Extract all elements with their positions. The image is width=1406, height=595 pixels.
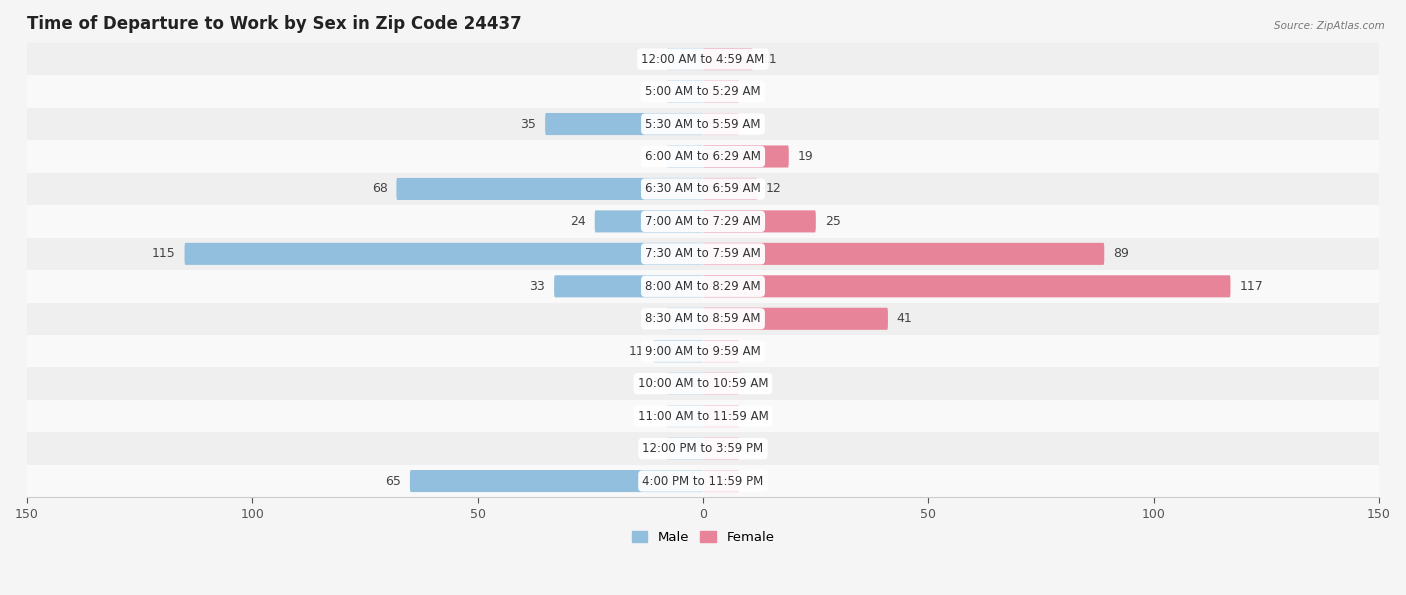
FancyBboxPatch shape xyxy=(703,340,740,362)
FancyBboxPatch shape xyxy=(666,48,703,70)
Text: 19: 19 xyxy=(797,150,814,163)
Text: 5:00 AM to 5:29 AM: 5:00 AM to 5:29 AM xyxy=(645,85,761,98)
FancyBboxPatch shape xyxy=(666,437,703,460)
Text: 8:30 AM to 8:59 AM: 8:30 AM to 8:59 AM xyxy=(645,312,761,325)
FancyBboxPatch shape xyxy=(666,80,703,102)
FancyBboxPatch shape xyxy=(703,48,752,70)
FancyBboxPatch shape xyxy=(703,113,740,135)
FancyBboxPatch shape xyxy=(666,405,703,427)
Text: 25: 25 xyxy=(825,215,841,228)
Text: 35: 35 xyxy=(520,118,536,130)
Text: Source: ZipAtlas.com: Source: ZipAtlas.com xyxy=(1274,21,1385,31)
FancyBboxPatch shape xyxy=(27,76,1379,108)
Text: 10:00 AM to 10:59 AM: 10:00 AM to 10:59 AM xyxy=(638,377,768,390)
FancyBboxPatch shape xyxy=(546,113,703,135)
Text: 6:00 AM to 6:29 AM: 6:00 AM to 6:29 AM xyxy=(645,150,761,163)
FancyBboxPatch shape xyxy=(703,145,789,168)
Text: 117: 117 xyxy=(1239,280,1263,293)
FancyBboxPatch shape xyxy=(666,308,703,330)
Text: 41: 41 xyxy=(897,312,912,325)
FancyBboxPatch shape xyxy=(411,470,703,492)
Text: 9:00 AM to 9:59 AM: 9:00 AM to 9:59 AM xyxy=(645,345,761,358)
FancyBboxPatch shape xyxy=(703,243,1104,265)
Text: Time of Departure to Work by Sex in Zip Code 24437: Time of Departure to Work by Sex in Zip … xyxy=(27,15,522,33)
FancyBboxPatch shape xyxy=(27,140,1379,173)
Text: 0: 0 xyxy=(650,409,658,422)
Text: 0: 0 xyxy=(748,377,756,390)
FancyBboxPatch shape xyxy=(595,211,703,233)
FancyBboxPatch shape xyxy=(27,335,1379,368)
Text: 11:00 AM to 11:59 AM: 11:00 AM to 11:59 AM xyxy=(638,409,768,422)
Text: 33: 33 xyxy=(530,280,546,293)
FancyBboxPatch shape xyxy=(703,275,1230,298)
Text: 12:00 AM to 4:59 AM: 12:00 AM to 4:59 AM xyxy=(641,52,765,65)
Text: 11: 11 xyxy=(628,345,644,358)
FancyBboxPatch shape xyxy=(703,211,815,233)
Text: 24: 24 xyxy=(569,215,586,228)
Text: 0: 0 xyxy=(748,475,756,487)
Text: 8:00 AM to 8:29 AM: 8:00 AM to 8:29 AM xyxy=(645,280,761,293)
FancyBboxPatch shape xyxy=(27,302,1379,335)
Text: 0: 0 xyxy=(748,345,756,358)
Text: 4:00 PM to 11:59 PM: 4:00 PM to 11:59 PM xyxy=(643,475,763,487)
Text: 12:00 PM to 3:59 PM: 12:00 PM to 3:59 PM xyxy=(643,442,763,455)
FancyBboxPatch shape xyxy=(27,43,1379,76)
FancyBboxPatch shape xyxy=(27,270,1379,302)
FancyBboxPatch shape xyxy=(703,308,889,330)
FancyBboxPatch shape xyxy=(27,237,1379,270)
Text: 0: 0 xyxy=(650,377,658,390)
FancyBboxPatch shape xyxy=(27,173,1379,205)
Legend: Male, Female: Male, Female xyxy=(626,526,780,550)
FancyBboxPatch shape xyxy=(27,108,1379,140)
Text: 68: 68 xyxy=(371,183,388,195)
Text: 0: 0 xyxy=(650,85,658,98)
FancyBboxPatch shape xyxy=(703,437,740,460)
Text: 0: 0 xyxy=(748,409,756,422)
Text: 0: 0 xyxy=(650,312,658,325)
Text: 7:00 AM to 7:29 AM: 7:00 AM to 7:29 AM xyxy=(645,215,761,228)
FancyBboxPatch shape xyxy=(184,243,703,265)
FancyBboxPatch shape xyxy=(396,178,703,200)
Text: 6:30 AM to 6:59 AM: 6:30 AM to 6:59 AM xyxy=(645,183,761,195)
FancyBboxPatch shape xyxy=(27,368,1379,400)
Text: 0: 0 xyxy=(748,85,756,98)
Text: 0: 0 xyxy=(650,150,658,163)
FancyBboxPatch shape xyxy=(703,80,740,102)
FancyBboxPatch shape xyxy=(554,275,703,298)
Text: 5:30 AM to 5:59 AM: 5:30 AM to 5:59 AM xyxy=(645,118,761,130)
FancyBboxPatch shape xyxy=(27,465,1379,497)
FancyBboxPatch shape xyxy=(27,433,1379,465)
Text: 0: 0 xyxy=(650,442,658,455)
FancyBboxPatch shape xyxy=(27,205,1379,237)
Text: 0: 0 xyxy=(748,118,756,130)
FancyBboxPatch shape xyxy=(703,178,758,200)
Text: 0: 0 xyxy=(748,442,756,455)
Text: 115: 115 xyxy=(152,248,176,261)
FancyBboxPatch shape xyxy=(666,372,703,394)
FancyBboxPatch shape xyxy=(703,470,740,492)
Text: 65: 65 xyxy=(385,475,401,487)
FancyBboxPatch shape xyxy=(666,145,703,168)
FancyBboxPatch shape xyxy=(703,405,740,427)
Text: 7:30 AM to 7:59 AM: 7:30 AM to 7:59 AM xyxy=(645,248,761,261)
FancyBboxPatch shape xyxy=(703,372,740,394)
Text: 11: 11 xyxy=(762,52,778,65)
Text: 12: 12 xyxy=(766,183,782,195)
Text: 89: 89 xyxy=(1114,248,1129,261)
FancyBboxPatch shape xyxy=(27,400,1379,433)
Text: 0: 0 xyxy=(650,52,658,65)
FancyBboxPatch shape xyxy=(654,340,703,362)
